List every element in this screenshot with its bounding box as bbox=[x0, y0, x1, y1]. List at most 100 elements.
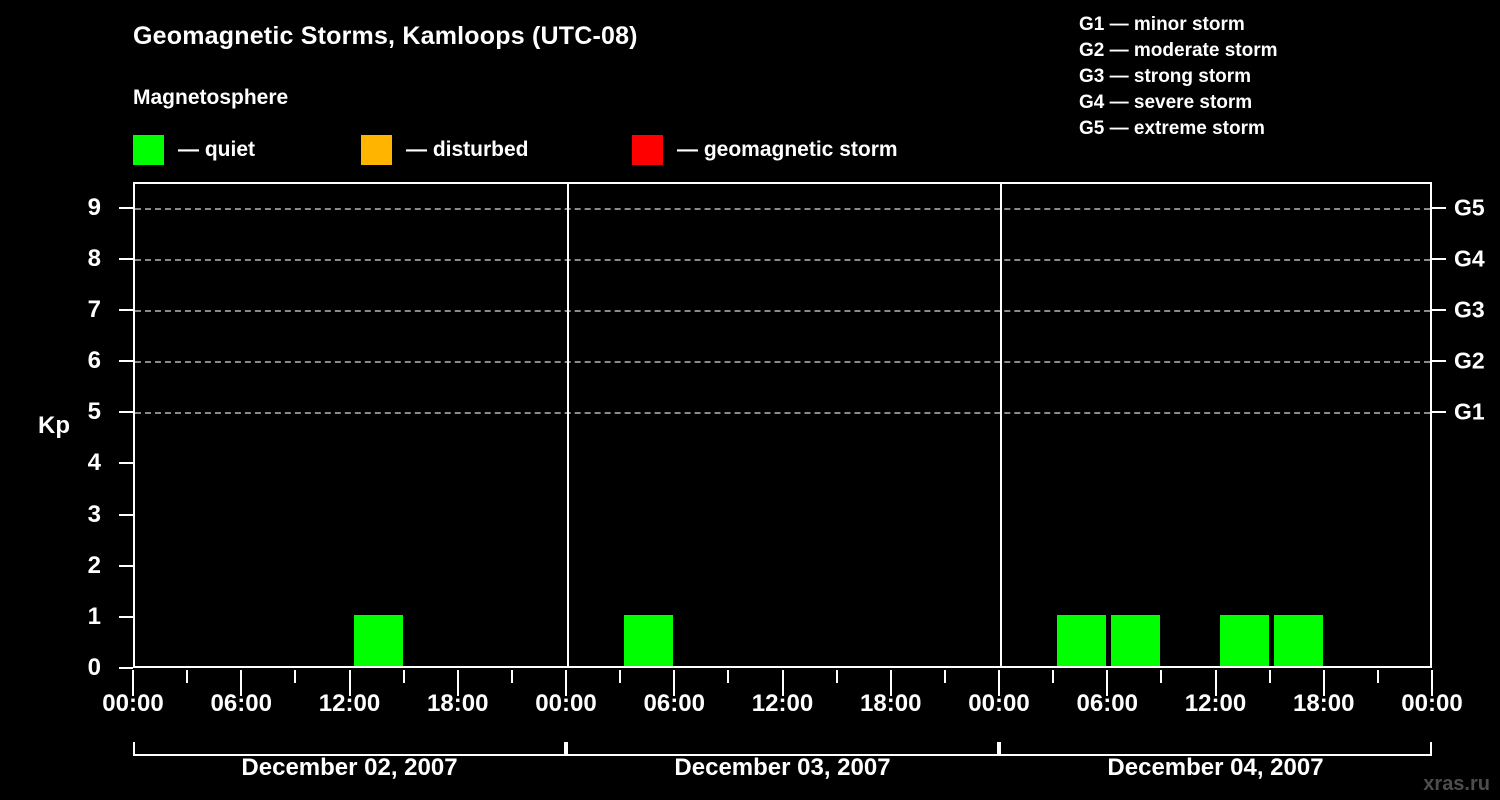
x-tick-label-11: 18:00 bbox=[1293, 690, 1355, 717]
g-tick-label-G1: G1 bbox=[1454, 398, 1485, 425]
gridline-kp-5 bbox=[135, 412, 1430, 415]
g-tick-label-G5: G5 bbox=[1454, 194, 1485, 221]
g-tick-mark-G1 bbox=[1432, 411, 1446, 414]
legend-item-disturbed: — disturbed bbox=[361, 134, 529, 166]
g-legend-line-5: G5 — extreme storm bbox=[1079, 118, 1265, 139]
day-separator-1 bbox=[567, 184, 569, 666]
plot-area bbox=[133, 182, 1432, 668]
y-tick-label-0: 0 bbox=[87, 654, 101, 681]
x-tick-label-1: 06:00 bbox=[210, 690, 272, 717]
legend-item-quiet: — quiet bbox=[133, 134, 255, 166]
day-label-3: December 04, 2007 bbox=[1107, 754, 1324, 781]
x-tick-label-9: 06:00 bbox=[1076, 690, 1138, 717]
y-tick-mark-8 bbox=[119, 257, 133, 260]
y-tick-mark-4 bbox=[119, 462, 133, 465]
day-bracket-2 bbox=[566, 742, 999, 756]
bar bbox=[1273, 614, 1323, 666]
bar bbox=[1111, 614, 1161, 666]
y-tick-label-4: 4 bbox=[87, 449, 101, 477]
y-tick-label-1: 1 bbox=[87, 602, 101, 630]
x-tick-mark-16 bbox=[998, 670, 1000, 696]
x-tick-mark-4 bbox=[348, 670, 351, 696]
y-tick-mark-2 bbox=[119, 564, 133, 567]
x-tick-mark-6 bbox=[456, 670, 459, 696]
legend-label-disturbed: — disturbed bbox=[406, 138, 529, 161]
x-tick-mark-3 bbox=[294, 670, 297, 683]
day-label-2: December 03, 2007 bbox=[674, 754, 891, 781]
legend-swatch-geomagnetic-storm-icon bbox=[632, 135, 663, 165]
y-tick-label-5: 5 bbox=[87, 398, 101, 426]
watermark: xras.ru bbox=[1423, 773, 1490, 795]
g-legend-line-3: G3 — strong storm bbox=[1079, 66, 1252, 87]
x-tick-label-2: 12:00 bbox=[318, 690, 381, 717]
gridline-kp-8 bbox=[135, 258, 1430, 261]
g-tick-label-G4: G4 bbox=[1454, 245, 1485, 272]
y-tick-label-6: 6 bbox=[87, 347, 101, 375]
y-tick-label-9: 9 bbox=[87, 193, 101, 221]
plot-inner bbox=[135, 184, 1430, 666]
x-tick-mark-11 bbox=[727, 670, 730, 683]
x-tick-label-7: 18:00 bbox=[860, 690, 922, 717]
g-tick-mark-G5 bbox=[1432, 206, 1446, 209]
x-tick-mark-1 bbox=[186, 670, 189, 683]
y-tick-mark-6 bbox=[119, 360, 133, 363]
x-tick-mark-21 bbox=[1268, 670, 1271, 683]
g-tick-mark-G3 bbox=[1432, 308, 1446, 311]
x-tick-mark-23 bbox=[1376, 670, 1379, 683]
legend-item-geomagnetic-storm: — geomagnetic storm bbox=[632, 134, 898, 166]
y-tick-mark-5 bbox=[119, 411, 133, 414]
y-tick-label-2: 2 bbox=[87, 551, 101, 579]
day-label-1: December 02, 2007 bbox=[241, 754, 458, 781]
gridline-kp-9 bbox=[135, 207, 1430, 210]
legend-label-geomagnetic-storm: — geomagnetic storm bbox=[677, 138, 898, 161]
bar bbox=[624, 614, 674, 666]
x-tick-label-0: 00:00 bbox=[102, 690, 164, 717]
x-tick-mark-18 bbox=[1106, 670, 1109, 696]
x-tick-mark-14 bbox=[889, 670, 892, 696]
g-tick-label-G2: G2 bbox=[1454, 347, 1485, 374]
y-tick-label-3: 3 bbox=[87, 500, 101, 528]
x-tick-mark-5 bbox=[402, 670, 405, 683]
x-tick-mark-7 bbox=[510, 670, 513, 683]
bar bbox=[1057, 614, 1107, 666]
x-tick-mark-13 bbox=[835, 670, 838, 683]
y-tick-label-7: 7 bbox=[87, 295, 101, 323]
gridline-kp-6 bbox=[135, 361, 1430, 364]
x-tick-mark-10 bbox=[673, 670, 676, 696]
legend-label-quiet: — quiet bbox=[178, 138, 255, 161]
x-tick-mark-15 bbox=[943, 670, 946, 683]
x-tick-label-12: 00:00 bbox=[1401, 690, 1463, 717]
x-tick-label-6: 12:00 bbox=[751, 690, 814, 717]
x-tick-mark-24 bbox=[1431, 670, 1433, 696]
x-tick-mark-0 bbox=[132, 670, 134, 696]
x-tick-mark-22 bbox=[1322, 670, 1325, 696]
x-tick-mark-8 bbox=[565, 670, 567, 696]
g-legend-line-1: G1 — minor storm bbox=[1079, 14, 1245, 35]
x-tick-mark-19 bbox=[1160, 670, 1163, 683]
day-bracket-1 bbox=[133, 742, 566, 756]
bar bbox=[1219, 614, 1269, 666]
legend-swatch-quiet-icon bbox=[133, 135, 164, 165]
x-tick-mark-12 bbox=[781, 670, 784, 696]
y-tick-mark-3 bbox=[119, 513, 133, 516]
x-tick-label-10: 12:00 bbox=[1184, 690, 1247, 717]
y-tick-mark-1 bbox=[119, 615, 133, 618]
x-tick-mark-20 bbox=[1214, 670, 1217, 696]
x-tick-mark-9 bbox=[619, 670, 622, 683]
g-legend-line-4: G4 — severe storm bbox=[1079, 92, 1253, 113]
x-tick-label-3: 18:00 bbox=[427, 690, 489, 717]
y-axis-title: Kp bbox=[38, 412, 70, 439]
g-tick-mark-G4 bbox=[1432, 257, 1446, 260]
page-title: Geomagnetic Storms, Kamloops (UTC-08) bbox=[133, 22, 638, 50]
g-tick-label-G3: G3 bbox=[1454, 296, 1485, 323]
legend-swatch-disturbed-icon bbox=[361, 135, 392, 165]
series-title: Magnetosphere bbox=[133, 86, 289, 109]
x-tick-mark-2 bbox=[240, 670, 243, 696]
day-separator-2 bbox=[1000, 184, 1002, 666]
y-tick-mark-7 bbox=[119, 308, 133, 311]
x-tick-label-5: 06:00 bbox=[643, 690, 705, 717]
x-tick-label-4: 00:00 bbox=[535, 690, 597, 717]
g-scale-legend: G1 — minor storm G2 — moderate storm G3 — … bbox=[1079, 12, 1278, 142]
bar bbox=[353, 614, 403, 666]
gridline-kp-7 bbox=[135, 309, 1430, 312]
